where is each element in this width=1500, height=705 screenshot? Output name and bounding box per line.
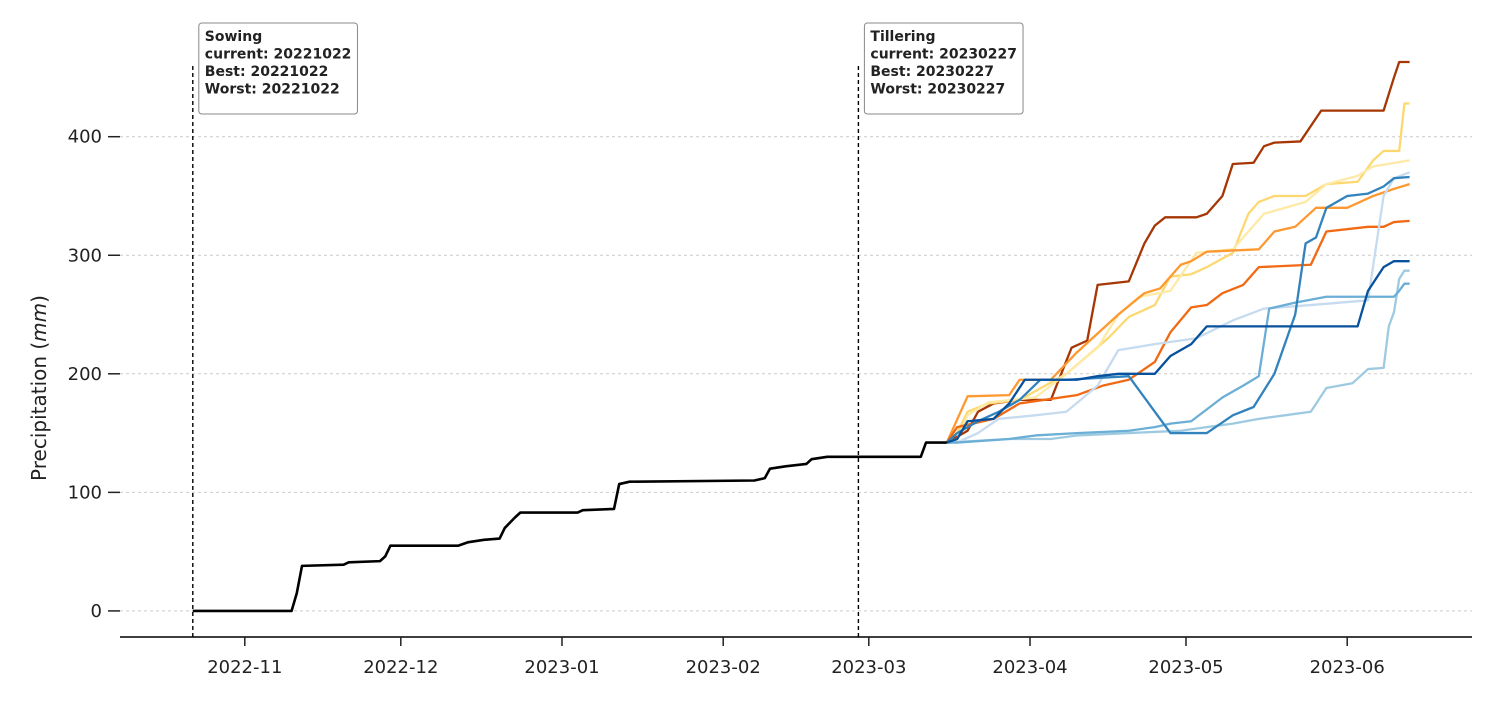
x-tick-label: 2023-02	[686, 657, 761, 678]
y-axis-label: Precipitation (mm)	[27, 295, 51, 481]
y-tick-label: 0	[91, 601, 102, 622]
forecast-series	[945, 60, 1411, 444]
forecast-line	[946, 159, 1410, 444]
y-tick-label: 200	[68, 364, 102, 385]
x-tick-label: 2023-06	[1310, 657, 1385, 678]
forecast-line	[945, 183, 1410, 444]
observed-series	[192, 441, 947, 613]
phenology-markers	[192, 66, 860, 637]
annotation-line: current: 20221022	[205, 47, 352, 63]
y-tick-label: 100	[68, 482, 102, 503]
x-tick-label: 2022-11	[207, 657, 282, 678]
forecast-line	[946, 269, 1410, 444]
y-tick-label: 400	[68, 127, 102, 148]
forecast-line	[946, 175, 1410, 444]
annotation-line: Worst: 20221022	[205, 82, 340, 98]
annotation-box	[863, 22, 1024, 115]
grid-lines	[120, 136, 1472, 612]
annotation-line: Sowing	[205, 29, 262, 45]
x-tick-label: 2023-03	[831, 657, 906, 678]
y-axis-ticks: 0 100 200 300 400	[68, 127, 120, 622]
x-tick-label: 2023-01	[524, 657, 599, 678]
observed-line	[192, 441, 947, 613]
annotation-line: Tillering	[870, 29, 935, 45]
annotation-line: Best: 20221022	[205, 64, 329, 80]
forecast-line	[946, 282, 1410, 444]
annotation-line: Worst: 20230227	[870, 82, 1005, 98]
forecast-line	[946, 60, 1410, 444]
annotation-line: current: 20230227	[870, 47, 1017, 63]
forecast-line	[946, 260, 1410, 444]
forecast-line	[945, 219, 1410, 444]
y-tick-label: 300	[68, 245, 102, 266]
forecast-line	[946, 171, 1411, 444]
annotation-line: Best: 20230227	[870, 64, 994, 80]
annotation-box	[198, 22, 358, 115]
x-tick-label: 2022-12	[363, 657, 438, 678]
x-tick-label: 2023-04	[992, 657, 1067, 678]
x-axis: 2022-11 2022-12 2023-01 2023-02 2023-03 2023-…	[120, 636, 1472, 678]
x-tick-label: 2023-05	[1148, 657, 1223, 678]
